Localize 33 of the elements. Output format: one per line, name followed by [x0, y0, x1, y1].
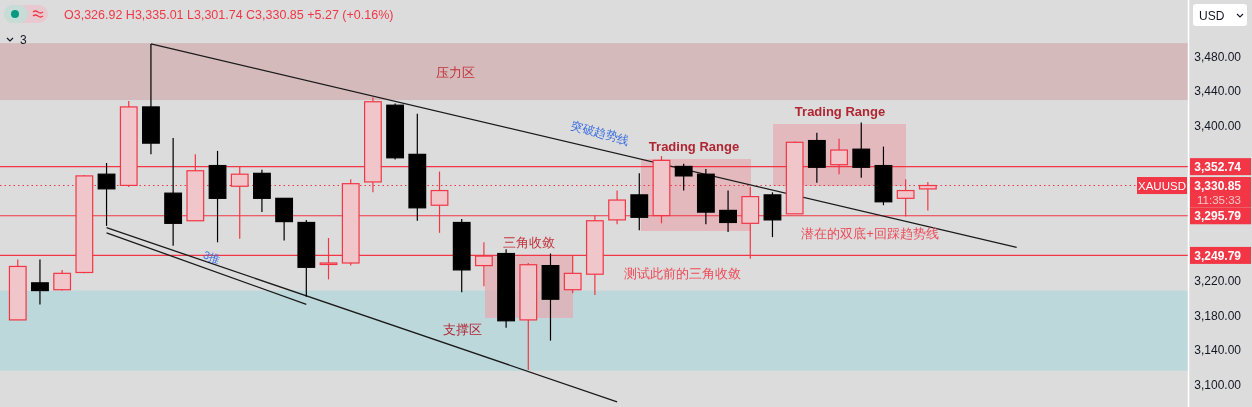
annotation: 3推: [201, 248, 223, 266]
annotation: 突破趋势线: [569, 118, 631, 148]
y-tick-label: 3,220.00: [1194, 274, 1242, 289]
ref-line-label: 3,352.74: [1194, 160, 1242, 175]
candlestick: [852, 121, 871, 179]
annotation: Trading Range: [794, 103, 886, 119]
y-tick-label: 3,440.00: [1194, 84, 1242, 99]
candlestick: [674, 163, 693, 192]
y-tick-label: 3,400.00: [1194, 118, 1242, 133]
y-tick-label: 3,140.00: [1194, 343, 1242, 358]
text: USD: [1199, 9, 1225, 23]
ref-line-label: 3,295.79: [1194, 209, 1242, 224]
candlestick: [630, 172, 649, 231]
candlestick: [97, 162, 116, 227]
text: 11:35:33: [1197, 194, 1241, 207]
annotation: 支撑区: [442, 321, 482, 337]
annotation: 压力区: [435, 64, 475, 80]
candlestick: [719, 189, 737, 233]
candlestick: [275, 197, 294, 242]
annotation: 潜在的双底+回踩趋势线: [801, 225, 939, 241]
annotation: 测试此前的三角收敛: [623, 265, 741, 281]
annotation: 三角收敛: [503, 234, 555, 250]
y-tick-label: 3,180.00: [1194, 308, 1242, 323]
candlestick: [53, 269, 72, 292]
ref-line-label: 3,249.79: [1194, 248, 1242, 263]
candlestick: [31, 258, 49, 305]
y-tick-label: 3,100.00: [1194, 377, 1242, 392]
ref-line-label: 3,330.85: [1194, 179, 1242, 194]
annotation: 3: [20, 33, 27, 47]
annotation: O3,326.92 H3,335.01 L3,301.74 C3,330.85 +5.27 (+0.16%): [64, 8, 394, 22]
annotation: Trading Range: [648, 138, 740, 154]
annotation: XAUUSD: [1138, 180, 1186, 193]
y-tick-label: 3,480.00: [1194, 49, 1242, 64]
